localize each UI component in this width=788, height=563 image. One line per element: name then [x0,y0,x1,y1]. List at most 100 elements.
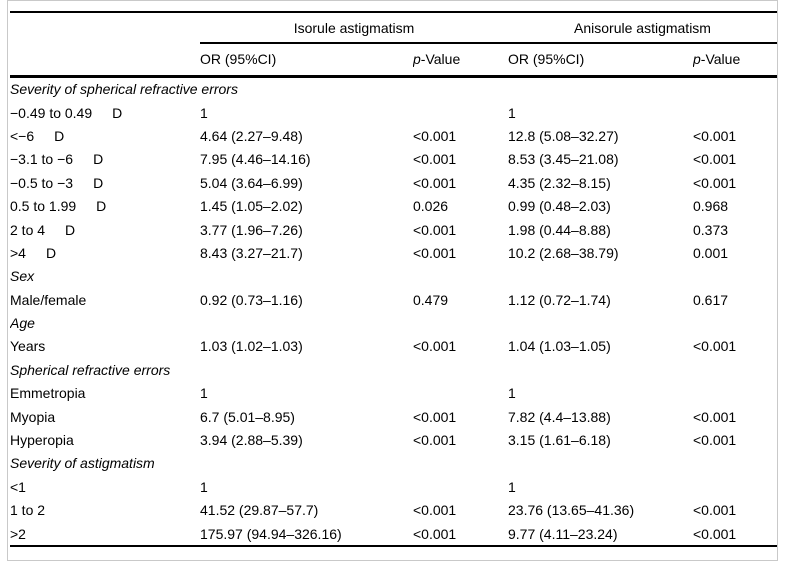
row-label: Years [10,335,200,358]
row-label-text: >4 [10,244,26,261]
row-label-text: Myopia [10,408,56,425]
table-row: >4 D 8.43 (3.27–21.7) <0.001 10.2 (2.68–38.7… [10,241,777,264]
table-header: Isorule astigmatism Anisorule astigmatis… [10,12,777,78]
p-value-cell: <0.001 [413,432,457,449]
row-label-text: Emmetropia [10,385,86,402]
row-label-text: Male/female [10,291,87,308]
col-group-isorule: Isorule astigmatism [200,12,508,44]
p-rest: -Value [700,51,741,68]
row-label: Male/female [10,288,200,311]
or-ci-cell: 1.12 (0.72–1.74) [508,291,611,308]
or-ci-cell: 7.95 (4.46–14.16) [200,151,311,168]
p-value-cell [413,475,508,498]
row-label-text: >2 [10,525,26,542]
row-label-text: 2 to 4 [10,221,46,238]
or-ci-cell: 1 [200,478,208,495]
p-value-cell [413,382,508,405]
or-ci-cell: 1 [200,104,208,121]
or-ci-cell: 3.15 (1.61–6.18) [508,432,611,449]
row-label-text: 0.5 to 1.99 [10,198,77,215]
or-ci-cell: 1.98 (0.44–8.88) [508,221,611,238]
p-italic: p [693,51,701,68]
diopter-unit: D [112,104,123,121]
table-row: Male/female 0.92 (0.73–1.16) 0.479 1.12 (0.… [10,288,777,311]
p-value-cell: 0.026 [413,198,449,215]
or-ci-cell: 1 [508,478,516,495]
row-label: <−6 D [10,124,200,147]
empty-subheader-cell [10,43,200,78]
or-ci-cell: 4.35 (2.32–8.15) [508,174,611,191]
p-value-cell: <0.001 [413,244,457,261]
or-ci-cell: 175.97 (94.94–326.16) [200,525,342,542]
p-value-cell: <0.001 [413,338,457,355]
or-ci-cell: 8.43 (3.27–21.7) [200,244,303,261]
p-value-cell: 0.001 [693,244,729,261]
p-value-cell: <0.001 [693,127,737,144]
p-value-cell: <0.001 [693,432,737,449]
p-value-cell: <0.001 [693,174,737,191]
row-label-text: Hyperopia [10,432,74,449]
row-label: >2 [10,522,200,546]
or-ci-cell: 7.82 (4.4–13.88) [508,408,611,425]
or-ci-cell: 3.94 (2.88–5.39) [200,432,303,449]
or-ci-cell: 23.76 (13.65–41.36) [508,502,635,519]
section-row: Sex [10,265,777,288]
p-value-cell: 0.617 [693,291,729,308]
or-ci-cell: 1.45 (1.05–2.02) [200,198,303,215]
or-ci-cell: 1.04 (1.03–1.05) [508,338,611,355]
or-ci-cell: 0.92 (0.73–1.16) [200,291,303,308]
subheader-row: OR (95%CI) p-Value OR (95%CI) p-Value [10,43,777,78]
anisorule-pvalue-header: p-Value [693,43,777,78]
p-value-cell: <0.001 [693,525,737,542]
p-value-cell: <0.001 [413,174,457,191]
table-row: Emmetropia 1 1 [10,382,777,405]
row-label: 1 to 2 [10,499,200,522]
or-ci-cell: 0.99 (0.48–2.03) [508,198,611,215]
or-ci-cell: 3.77 (1.96–7.26) [200,221,303,238]
row-label: <1 [10,475,200,498]
row-label-text: Years [10,338,46,355]
row-label-text: <1 [10,478,26,495]
table-row: −0.49 to 0.49 D 1 1 [10,101,777,124]
p-value-cell: 0.373 [693,221,729,238]
or-ci-cell: 4.64 (2.27–9.48) [200,127,303,144]
table-row: 0.5 to 1.99 D 1.45 (1.05–2.02) 0.026 0.99 (0… [10,194,777,217]
row-label: 2 to 4 D [10,218,200,241]
or-ci-cell: 5.04 (3.64–6.99) [200,174,303,191]
col-group-anisorule: Anisorule astigmatism [508,12,777,44]
row-label: −3.1 to −6 D [10,148,200,171]
table-row: <−6 D 4.64 (2.27–9.48) <0.001 12.8 (5.08–32.… [10,124,777,147]
or-ci-cell: 6.7 (5.01–8.95) [200,408,295,425]
table-row: −3.1 to −6 D 7.95 (4.46–14.16) <0.001 8.53 (… [10,148,777,171]
row-label-text: −0.49 to 0.49 [10,104,93,121]
row-label: −0.49 to 0.49 D [10,101,200,124]
corner-cell [10,12,200,43]
row-label: 0.5 to 1.99 D [10,194,200,217]
section-row: Age [10,311,777,334]
row-label: Myopia [10,405,200,428]
group-header-row: Isorule astigmatism Anisorule astigmatis… [10,12,777,44]
or-ci-cell: 10.2 (2.68–38.79) [508,244,619,261]
p-value-cell [413,101,508,124]
p-value-cell: <0.001 [693,502,737,519]
p-value-cell: <0.001 [413,221,457,238]
row-label-text: −0.5 to −3 [10,174,74,191]
figure-frame: Isorule astigmatism Anisorule astigmatis… [7,0,778,561]
diopter-unit: D [54,127,65,144]
p-value-cell: <0.001 [413,151,457,168]
p-value-cell: 0.968 [693,198,729,215]
row-label: >4 D [10,241,200,264]
table-row: Myopia 6.7 (5.01–8.95) <0.001 7.82 (4.4–13.… [10,405,777,428]
table-row: 1 to 2 41.52 (29.87–57.7) <0.001 23.76 (13.… [10,499,777,522]
row-label: Emmetropia [10,382,200,405]
table-row: <1 1 1 [10,475,777,498]
odds-ratio-table: Isorule astigmatism Anisorule astigmatis… [10,11,777,548]
table-row: >2 175.97 (94.94–326.16) <0.001 9.77 (4.11–… [10,522,777,546]
diopter-unit: D [65,221,76,238]
p-value-cell: <0.001 [413,525,457,542]
row-label: −0.5 to −3 D [10,171,200,194]
or-ci-cell: 8.53 (3.45–21.08) [508,151,619,168]
section-label: Severity of astigmatism [10,455,155,472]
p-value-cell: 0.479 [413,291,449,308]
